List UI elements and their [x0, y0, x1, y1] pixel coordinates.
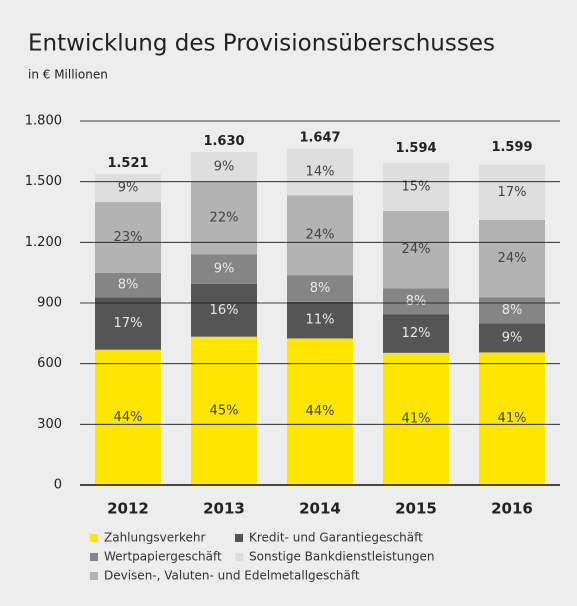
segment-label: 17% [114, 316, 143, 331]
legend-swatch [235, 553, 243, 561]
segment-label: 11% [306, 313, 335, 328]
x-tick-label: 2012 [107, 500, 149, 518]
segment-label: 15% [402, 179, 431, 194]
total-label: 1.630 [203, 134, 244, 149]
segment-label: 44% [306, 404, 335, 419]
bar-segment [95, 202, 161, 273]
bar-segment [479, 297, 545, 324]
bar-segment [479, 323, 545, 353]
bar-segment [287, 275, 353, 302]
segment-label: 17% [498, 185, 527, 200]
segment-label: 8% [118, 278, 139, 293]
bar-segment [191, 254, 257, 284]
legend-label: Zahlungsverkehr [104, 531, 206, 545]
segment-label: 9% [502, 330, 523, 345]
y-tick-label: 300 [37, 417, 62, 432]
segment-label: 22% [210, 211, 239, 226]
bar-segment [383, 314, 449, 353]
total-label: 1.594 [395, 141, 436, 156]
segment-label: 9% [214, 159, 235, 174]
segment-label: 41% [402, 411, 431, 426]
segment-label: 24% [306, 228, 335, 243]
x-tick-label: 2013 [203, 500, 245, 518]
y-tick-label: 900 [37, 296, 62, 311]
bar-segment [191, 336, 257, 485]
bar-segment [287, 195, 353, 276]
bar-segment [479, 164, 545, 220]
total-label: 1.521 [107, 156, 148, 171]
legend-label: Kredit- und Garantiegeschäft [249, 531, 423, 545]
segment-label: 8% [406, 294, 427, 309]
x-tick-label: 2015 [395, 500, 437, 518]
bar-segment [95, 349, 161, 485]
bar-segment [95, 174, 161, 203]
segment-label: 14% [306, 164, 335, 179]
segment-label: 24% [498, 251, 527, 266]
segment-label: 23% [114, 230, 143, 245]
chart-title: Entwicklung des Provisionsüberschusses [28, 31, 495, 57]
x-tick-label: 2014 [299, 500, 341, 518]
segment-label: 9% [118, 181, 139, 196]
bar-segment [287, 148, 353, 196]
segment-label: 9% [214, 262, 235, 277]
segment-label: 8% [310, 281, 331, 296]
bar-segment [479, 352, 545, 485]
y-tick-label: 600 [37, 356, 62, 371]
y-tick-label: 1.800 [25, 114, 62, 129]
legend-swatch [235, 534, 243, 542]
segment-label: 44% [114, 410, 143, 425]
bar-segment [287, 301, 353, 339]
bar-segment [383, 352, 449, 485]
legend-swatch [90, 534, 98, 542]
bar-segment [479, 219, 545, 298]
segment-label: 41% [498, 411, 527, 426]
total-label: 1.599 [491, 140, 532, 155]
y-tick-label: 1.200 [25, 235, 62, 250]
y-tick-label: 1.500 [25, 174, 62, 189]
chart-subtitle: in € Millionen [28, 68, 108, 82]
bar-segment [383, 288, 449, 315]
segment-label: 16% [210, 303, 239, 318]
bar-segment [191, 283, 257, 337]
legend-label: Sonstige Bankdienstleistungen [249, 550, 435, 564]
segment-label: 24% [402, 242, 431, 257]
bar-segment [287, 338, 353, 485]
segment-label: 12% [402, 326, 431, 341]
x-tick-label: 2016 [491, 500, 533, 518]
bar-segment [383, 162, 449, 212]
legend-swatch [90, 553, 98, 561]
total-label: 1.647 [299, 130, 340, 145]
legend-label: Devisen-, Valuten- und Edelmetallgeschäf… [104, 569, 360, 583]
bar-segment [95, 297, 161, 350]
bar-segment [191, 152, 257, 182]
legend-swatch [90, 572, 98, 580]
bar-segment [383, 211, 449, 289]
bar-segment [95, 272, 161, 298]
segment-label: 45% [210, 403, 239, 418]
y-tick-label: 0 [54, 478, 62, 493]
segment-label: 8% [502, 303, 523, 318]
legend-label: Wertpapiergeschäft [104, 550, 222, 564]
